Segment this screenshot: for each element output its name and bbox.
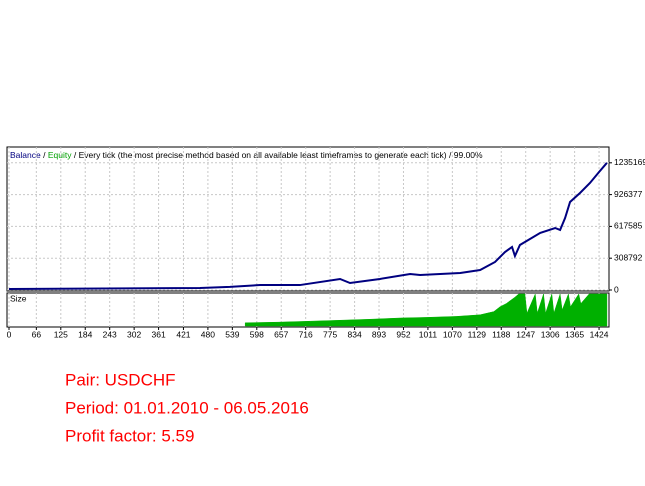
x-tick-label: 1365 [565, 329, 584, 339]
x-tick-label: 598 [250, 329, 264, 339]
y-tick-label: 308792 [614, 252, 643, 262]
x-tick-label: 834 [347, 329, 361, 339]
x-tick-label: 775 [323, 329, 337, 339]
x-tick-label: 1129 [468, 329, 487, 339]
legend-balance: Balance [10, 150, 41, 160]
x-tick-label: 1247 [516, 329, 535, 339]
separator: / [43, 150, 46, 160]
quality: 99.00% [454, 150, 483, 160]
info-line: Period: 01.01.2010 - 06.05.2016 [65, 398, 309, 417]
info-line: Pair: USDCHF [65, 370, 176, 389]
x-tick-label: 1070 [443, 329, 462, 339]
x-tick-label: 184 [78, 329, 92, 339]
x-tick-label: 361 [151, 329, 165, 339]
x-tick-label: 125 [54, 329, 68, 339]
subtitle: Every tick (the most precise method base… [79, 150, 447, 160]
x-tick-label: 893 [372, 329, 386, 339]
y-tick-label: 926377 [614, 189, 643, 199]
legend-equity: Equity [48, 150, 72, 160]
x-tick-label: 1306 [541, 329, 560, 339]
x-tick-label: 243 [103, 329, 117, 339]
x-tick-label: 1188 [492, 329, 511, 339]
size-title: Size [10, 293, 27, 303]
x-tick-label: 421 [176, 329, 190, 339]
x-tick-label: 657 [274, 329, 288, 339]
x-tick-label: 539 [225, 329, 239, 339]
size-area [244, 293, 608, 327]
x-tick-label: 0 [7, 329, 12, 339]
y-tick-label: 1235169 [614, 157, 645, 167]
legend: Balance / Equity / Every tick (the most … [10, 150, 483, 160]
main-pane [6, 146, 610, 292]
x-tick-label: 480 [201, 329, 215, 339]
separator: / [74, 150, 77, 160]
x-tick-label: 716 [299, 329, 313, 339]
y-tick-label: 0 [614, 284, 619, 294]
y-tick-label: 617585 [614, 221, 643, 231]
x-tick-label: 1424 [590, 329, 609, 339]
x-tick-label: 66 [32, 329, 42, 339]
x-tick-label: 302 [127, 329, 141, 339]
balance-line [8, 162, 608, 290]
info-line: Profit factor: 5.59 [65, 426, 194, 445]
separator: / [449, 150, 452, 160]
x-tick-label: 952 [396, 329, 410, 339]
x-tick-label: 1011 [419, 329, 438, 339]
